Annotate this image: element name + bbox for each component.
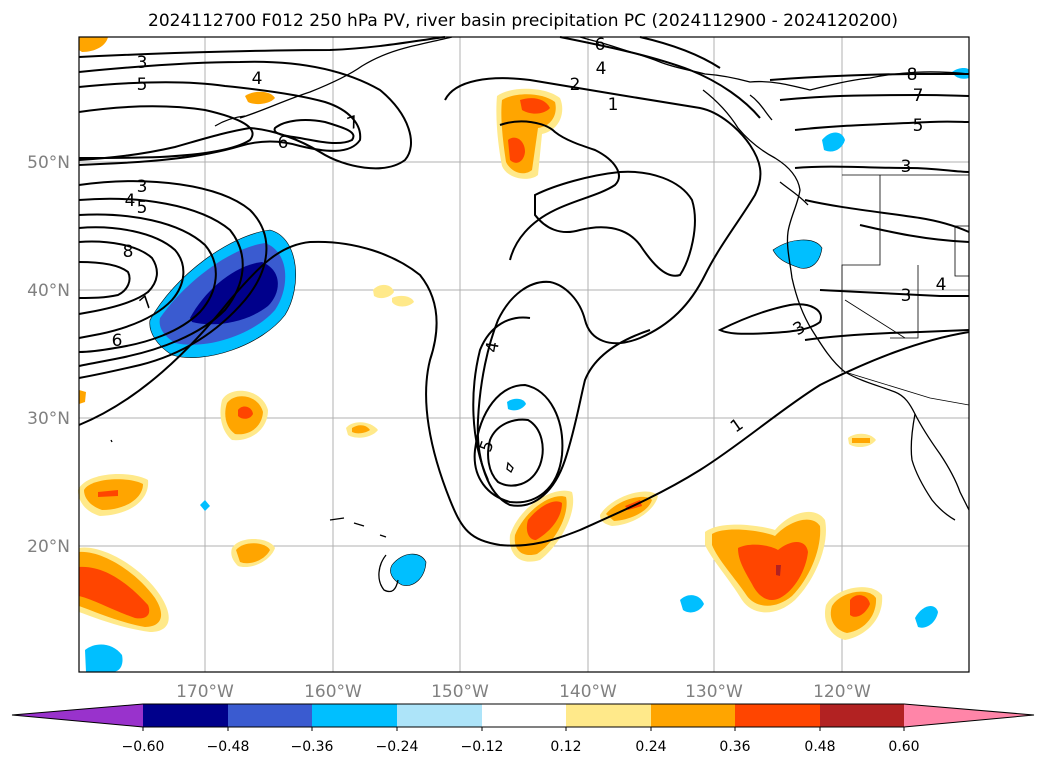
colorbar-tick-label: 0.48 xyxy=(804,739,835,755)
lon-label-120w: 120°W xyxy=(813,682,871,702)
colorbar-segment xyxy=(735,704,820,727)
lat-label-50n: 50°N xyxy=(27,153,70,173)
colorbar-segment xyxy=(312,704,397,727)
contour-label: 4 xyxy=(125,191,136,211)
lon-label-130w: 130°W xyxy=(685,682,743,702)
lon-label-150w: 150°W xyxy=(431,682,489,702)
contour-label: 6 xyxy=(112,331,123,351)
colorbar-tick-label: −0.48 xyxy=(207,739,250,755)
precip-positive-shading xyxy=(78,37,883,640)
colorbar-ticks xyxy=(142,727,905,731)
figure-title: 2024112700 F012 250 hPa PV, river basin … xyxy=(148,11,898,31)
contour-label: 4 xyxy=(252,69,263,89)
colorbar-tick-label: 0.12 xyxy=(550,739,581,755)
pv-contours xyxy=(78,36,970,547)
contour-label: 8 xyxy=(123,242,134,262)
coastlines xyxy=(110,36,970,593)
colorbar: −0.60 −0.48 −0.36 −0.24 −0.12 0.12 0.24 … xyxy=(11,703,1035,755)
colorbar-segment xyxy=(820,704,904,727)
latitude-labels: 50°N 40°N 30°N 20°N xyxy=(27,153,70,557)
contour-label: 3 xyxy=(137,53,148,73)
contour-label: 5 xyxy=(913,116,924,136)
colorbar-tick-label: 0.60 xyxy=(888,739,919,755)
colorbar-tick-label: −0.60 xyxy=(122,739,165,755)
contour-label: 6 xyxy=(595,35,606,55)
contour-label: 2 xyxy=(570,75,581,95)
contour-label: 6 xyxy=(278,133,289,153)
lat-label-30n: 30°N xyxy=(27,409,70,429)
lat-label-20n: 20°N xyxy=(27,537,70,557)
contour-label: 8 xyxy=(907,65,918,85)
colorbar-segment xyxy=(651,704,735,727)
contour-label: 4 xyxy=(596,59,607,79)
colorbar-segment xyxy=(143,704,228,727)
contour-labels: 3 5 4 7 6 3 4 5 8 7 6 2 1 4 6 4 5 1 8 7 … xyxy=(112,35,947,455)
colorbar-tick-label: 0.24 xyxy=(635,739,666,755)
colorbar-segment xyxy=(397,704,482,727)
colorbar-tick-label: 0.36 xyxy=(719,739,750,755)
contour-label: 7 xyxy=(913,86,924,106)
contour-label: 3 xyxy=(901,157,912,177)
colorbar-segment xyxy=(228,704,312,727)
lon-label-170w: 170°W xyxy=(176,682,234,702)
colorbar-tick-label: −0.36 xyxy=(291,739,334,755)
contour-label: 4 xyxy=(482,340,504,354)
map-frame xyxy=(78,36,970,673)
contour-label: 5 xyxy=(137,75,148,95)
contour-label: 3 xyxy=(137,177,148,197)
contour-label: 3 xyxy=(901,286,912,306)
lon-label-160w: 160°W xyxy=(304,682,362,702)
contour-label: 1 xyxy=(608,95,619,115)
colorbar-tick-label: −0.12 xyxy=(461,739,504,755)
lon-label-140w: 140°W xyxy=(559,682,617,702)
contour-label: 5 xyxy=(137,198,148,218)
map-content: 3 5 4 7 6 3 4 5 8 7 6 2 1 4 6 4 5 1 8 7 … xyxy=(78,35,970,672)
colorbar-segment xyxy=(566,704,651,727)
longitude-labels: 170°W 160°W 150°W 140°W 130°W 120°W xyxy=(176,682,871,702)
colorbar-segment xyxy=(482,704,566,727)
contour-label: 4 xyxy=(936,275,947,295)
colorbar-extend-over xyxy=(904,704,1034,727)
lat-label-40n: 40°N xyxy=(27,281,70,301)
colorbar-tick-label: −0.24 xyxy=(376,739,419,755)
borders xyxy=(841,174,970,406)
colorbar-extend-under xyxy=(12,704,143,727)
